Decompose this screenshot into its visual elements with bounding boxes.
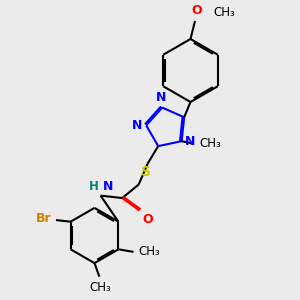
- Text: N: N: [156, 91, 166, 104]
- Text: CH₃: CH₃: [90, 281, 111, 294]
- Text: CH₃: CH₃: [200, 137, 221, 150]
- Text: H: H: [89, 180, 99, 193]
- Text: N: N: [132, 119, 142, 132]
- Text: CH₃: CH₃: [138, 245, 160, 258]
- Text: Br: Br: [36, 212, 52, 225]
- Text: N: N: [185, 135, 195, 148]
- Text: CH₃: CH₃: [213, 6, 235, 19]
- Text: O: O: [142, 213, 153, 226]
- Text: N: N: [103, 180, 113, 193]
- Text: O: O: [192, 4, 203, 17]
- Text: S: S: [141, 165, 151, 179]
